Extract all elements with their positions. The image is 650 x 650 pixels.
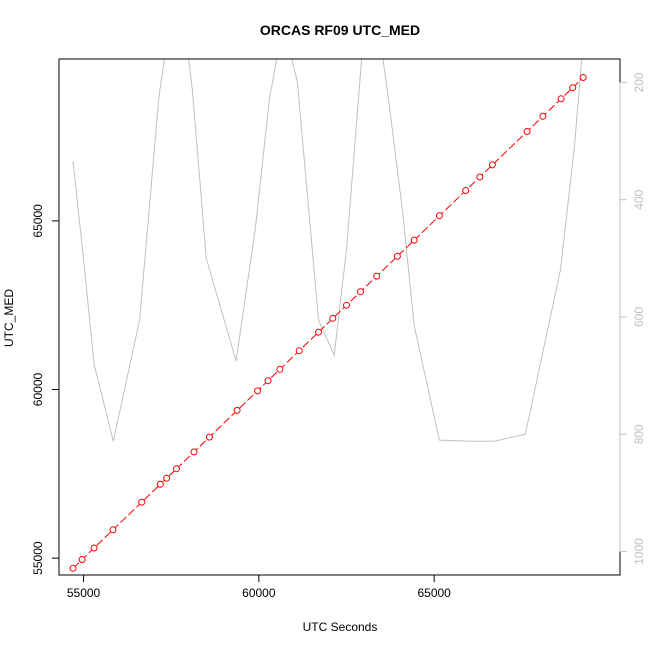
data-point	[539, 112, 547, 120]
data-point	[276, 365, 284, 373]
y-axis-right: 200 400 600 800 1000	[619, 72, 646, 565]
y-axis-label: UTC_MED	[2, 289, 16, 347]
data-point	[254, 387, 261, 395]
series-secondary-line	[72, 59, 583, 442]
y-axis: 55000 60000 65000	[31, 204, 60, 575]
x-axis-label: UTC Seconds	[303, 620, 378, 634]
data-point	[69, 564, 77, 572]
data-point	[315, 328, 322, 336]
chart-title: ORCAS RF09 UTC_MED	[260, 22, 420, 38]
y-tick-label: 60000	[31, 373, 45, 407]
y-right-tick-label: 400	[632, 189, 646, 209]
data-point	[138, 498, 146, 506]
y-right-tick-label: 200	[632, 72, 646, 92]
secondary-series-path	[72, 59, 583, 442]
x-tick-label: 55000	[67, 586, 101, 600]
data-point	[357, 288, 364, 296]
data-point	[557, 95, 565, 103]
x-tick-label: 65000	[417, 586, 451, 600]
data-point	[156, 480, 164, 488]
data-point	[462, 187, 470, 194]
plot-frame	[58, 58, 621, 576]
data-point	[393, 252, 401, 260]
data-point	[163, 474, 171, 482]
data-point	[476, 173, 484, 181]
data-point	[78, 556, 86, 563]
data-point	[109, 526, 117, 534]
data-point	[233, 406, 241, 414]
y-right-tick-label: 1000	[632, 538, 646, 565]
series-primary-line	[69, 74, 587, 572]
data-point	[373, 272, 381, 280]
data-point	[410, 236, 418, 244]
data-point	[523, 128, 531, 135]
data-point	[295, 347, 303, 355]
data-point	[173, 465, 180, 473]
data-point	[329, 314, 337, 322]
data-point	[569, 84, 577, 92]
data-point	[579, 74, 587, 81]
data-point	[90, 544, 98, 552]
y-tick-label: 65000	[31, 204, 45, 238]
y-tick-label: 55000	[31, 541, 45, 575]
data-point	[190, 448, 198, 456]
data-point	[488, 161, 496, 169]
primary-series-path	[72, 77, 584, 569]
data-point	[205, 433, 213, 441]
data-point	[264, 377, 272, 385]
y-right-tick-label: 800	[632, 424, 646, 444]
x-axis: 55000 60000 65000	[67, 574, 451, 600]
data-point	[435, 212, 443, 220]
data-point	[343, 301, 350, 309]
x-tick-label: 60000	[242, 586, 276, 600]
y-right-tick-label: 600	[632, 307, 646, 327]
